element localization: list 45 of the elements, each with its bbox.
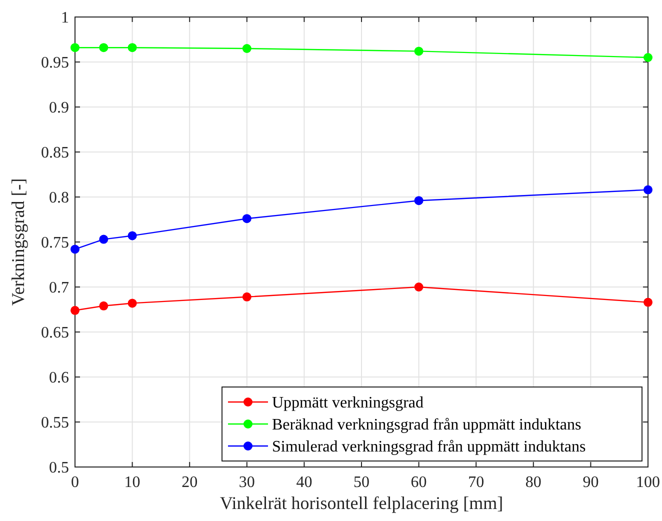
point xyxy=(128,231,137,240)
point xyxy=(128,43,137,52)
point xyxy=(242,214,252,224)
y-axis-title: Verkningsgrad [-] xyxy=(8,178,28,306)
x-tick-label: 20 xyxy=(182,474,198,491)
x-tick-label: 100 xyxy=(636,474,660,491)
x-tick-label: 50 xyxy=(354,474,370,491)
y-tick-label: 0.65 xyxy=(41,324,69,342)
x-tick-label: 90 xyxy=(582,474,599,491)
point xyxy=(644,53,652,62)
point xyxy=(70,43,80,52)
point xyxy=(128,298,137,308)
y-tick-label: 0.55 xyxy=(41,414,69,432)
x-tick-label: 10 xyxy=(124,474,140,491)
y-tick-label: 0.75 xyxy=(41,234,69,252)
y-tick-label: 0.8 xyxy=(49,190,69,207)
point xyxy=(242,44,252,53)
point xyxy=(414,196,424,206)
y-tick-label: 0.6 xyxy=(49,370,69,387)
point xyxy=(644,185,652,194)
x-tick-label: 0 xyxy=(71,474,79,491)
point xyxy=(242,292,252,302)
legend-label: Simulerad verkningsgrad från uppmätt induktans xyxy=(272,438,586,456)
y-tick-label: 0.95 xyxy=(41,54,69,72)
point xyxy=(414,46,424,56)
y-tick-label: 1 xyxy=(61,10,69,27)
y-tick-label: 0.9 xyxy=(49,100,69,117)
legend-label: Beräknad verkningsgrad från uppmätt induktans xyxy=(272,416,582,434)
point xyxy=(99,234,108,244)
point xyxy=(99,43,108,52)
x-axis-title: Vinkelrät horisontell felplacering [mm] xyxy=(220,493,504,513)
x-tick-label: 80 xyxy=(525,474,542,491)
point xyxy=(644,298,652,307)
x-tick-label: 40 xyxy=(296,474,312,491)
x-tick-label: 70 xyxy=(468,474,484,491)
legend-label: Uppmätt verkningsgrad xyxy=(272,394,424,412)
x-tick-label: 30 xyxy=(238,474,255,491)
point xyxy=(414,282,424,292)
y-tick-label: 0.85 xyxy=(41,144,69,162)
point xyxy=(99,301,108,310)
y-tick-label: 0.5 xyxy=(49,460,69,477)
y-tick-label: 0.7 xyxy=(49,280,69,297)
x-tick-label: 60 xyxy=(410,474,427,491)
point xyxy=(70,244,80,254)
point xyxy=(70,306,80,315)
